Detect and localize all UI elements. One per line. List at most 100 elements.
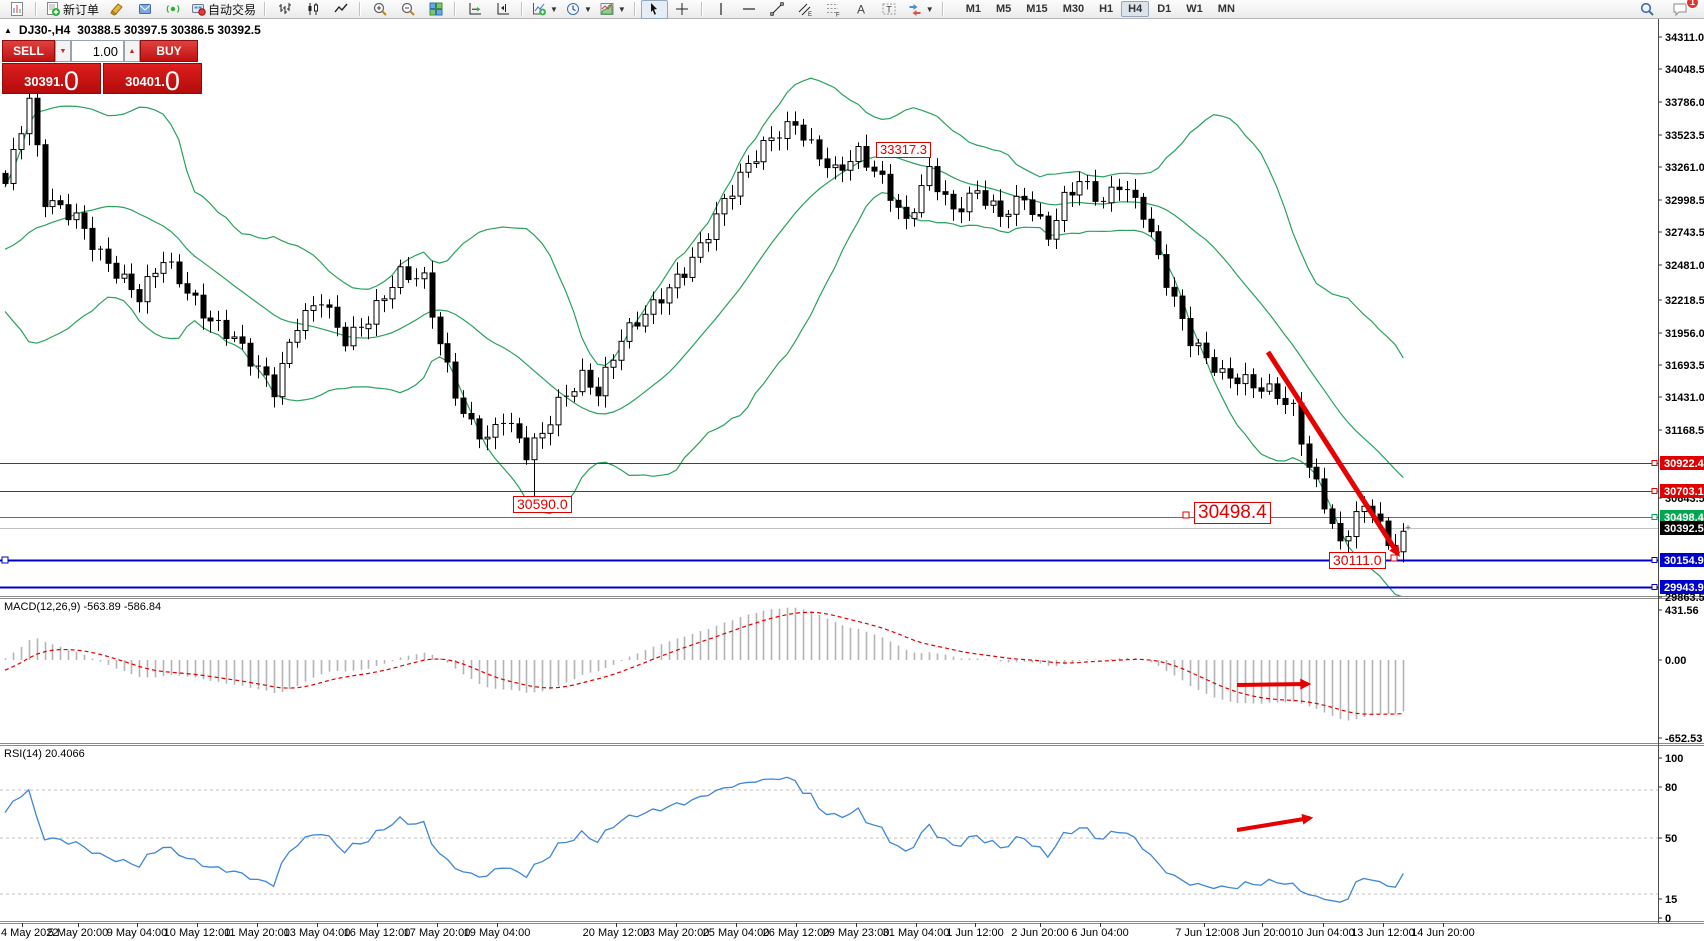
buy-price-dec: 0 xyxy=(164,65,180,96)
buy-price-panel[interactable]: 30401. 0 xyxy=(103,63,202,94)
buy-price-int: 30401 xyxy=(125,74,162,89)
price-axis[interactable]: 34311.0 34048.5 33786.0 33523.5 33261.0 32998… xyxy=(1651,32,1704,925)
trendline-button[interactable] xyxy=(764,0,791,19)
svg-text:34048.5: 34048.5 xyxy=(1665,64,1704,76)
timeframe-button-m30[interactable]: M30 xyxy=(1062,3,1085,15)
volume-input[interactable] xyxy=(71,40,124,62)
toolbar-separator xyxy=(633,2,636,16)
toolbar-separator xyxy=(521,2,524,16)
text-label-button[interactable]: T xyxy=(876,0,903,19)
chat-button[interactable]: 1 xyxy=(1666,0,1699,19)
quote-ohlc: 30388.5 30397.5 30386.5 30392.5 xyxy=(77,23,261,37)
sell-button[interactable]: SELL xyxy=(2,40,55,62)
equidistant-channel-button[interactable]: E xyxy=(792,0,819,19)
autotrading-button[interactable]: 自动交易 xyxy=(187,0,259,19)
object-handle[interactable] xyxy=(1182,511,1190,519)
fibonacci-icon: F xyxy=(827,4,840,18)
toolbar-separator xyxy=(359,2,362,16)
timeframe-button-d1[interactable]: D1 xyxy=(1157,3,1172,15)
price-annotation[interactable]: 30590.0 xyxy=(513,496,572,513)
chart-shift-icon xyxy=(497,3,509,15)
svg-text:80: 80 xyxy=(1665,782,1677,794)
volume-down-button[interactable]: ▼ xyxy=(55,40,71,62)
timeframe-button-mn[interactable]: MN xyxy=(1217,3,1235,15)
new-order-doc-icon xyxy=(47,2,60,16)
svg-text:F: F xyxy=(836,13,840,18)
toolbar-separator xyxy=(941,2,944,16)
svg-text:4 May 2022: 4 May 2022 xyxy=(1,927,58,939)
volume-up-button[interactable]: ▲ xyxy=(124,40,140,62)
mail-button[interactable] xyxy=(131,0,158,19)
svg-text:13 May 04:00: 13 May 04:00 xyxy=(284,927,351,939)
candlestick-chart-button[interactable] xyxy=(299,0,326,19)
template-chart-button[interactable]: ▼ xyxy=(596,0,629,19)
tile-windows-button[interactable] xyxy=(422,0,449,19)
profiles-clock-button[interactable]: ▼ xyxy=(562,0,595,19)
price-annotation[interactable]: 30498.4 xyxy=(1194,502,1271,524)
text-label-icon: T xyxy=(882,3,896,15)
symbol-collapse-icon[interactable]: ▲ xyxy=(4,25,12,35)
trend-arrow-objects[interactable] xyxy=(1236,350,1401,832)
timeframe-button-h4[interactable]: H4 xyxy=(1121,1,1150,17)
svg-text:33261.0: 33261.0 xyxy=(1665,162,1704,174)
sell-price-dot: . xyxy=(60,74,64,89)
broadcast-button[interactable] xyxy=(159,0,186,19)
sell-price-panel[interactable]: 30391. 0 xyxy=(2,63,101,94)
object-handle[interactable] xyxy=(1,556,9,564)
auto-scroll-button[interactable] xyxy=(461,0,488,19)
chevron-down-icon[interactable]: ▼ xyxy=(925,4,934,14)
svg-text:32218.5: 32218.5 xyxy=(1665,295,1704,307)
bar-chart-button[interactable] xyxy=(271,0,298,19)
toolbar-separator xyxy=(700,2,703,16)
toolbar-button-label: 自动交易 xyxy=(208,2,257,17)
text-a-button[interactable]: A xyxy=(848,0,875,19)
price-annotation[interactable]: 33317.3 xyxy=(876,142,931,158)
mail-icon xyxy=(138,4,151,14)
svg-text:10 Jun 04:00: 10 Jun 04:00 xyxy=(1291,927,1355,939)
svg-text:30392.5: 30392.5 xyxy=(1664,523,1704,535)
svg-text:9 May 04:00: 9 May 04:00 xyxy=(107,927,168,939)
fibonacci-button[interactable]: F xyxy=(820,0,847,19)
new-order-button[interactable]: 新订单 xyxy=(42,0,102,19)
svg-text:29943.9: 29943.9 xyxy=(1664,582,1704,594)
chevron-down-icon[interactable]: ▼ xyxy=(617,4,626,14)
crosshair-button[interactable] xyxy=(669,0,696,19)
svg-text:2 Jun 20:00: 2 Jun 20:00 xyxy=(1011,927,1069,939)
new-chart-button[interactable]: ▼ xyxy=(528,0,561,19)
eraser-button[interactable] xyxy=(103,0,130,19)
timeframe-button-w1[interactable]: W1 xyxy=(1186,3,1203,15)
trendline-icon xyxy=(770,2,784,16)
macd-histogram xyxy=(4,607,1405,721)
line-chart-button[interactable] xyxy=(327,0,354,19)
zoom-in-button[interactable] xyxy=(366,0,393,19)
vertical-line-button[interactable] xyxy=(708,0,735,19)
object-handle[interactable] xyxy=(1390,554,1398,562)
svg-text:26 May 12:00: 26 May 12:00 xyxy=(763,927,830,939)
timeframe-button-m15[interactable]: M15 xyxy=(1026,3,1048,15)
search-button[interactable] xyxy=(1633,0,1660,19)
zoom-out-icon xyxy=(401,2,415,16)
horizontal-line-button[interactable] xyxy=(736,0,763,19)
svg-text:0: 0 xyxy=(1665,913,1671,925)
timeframe-button-m5[interactable]: M5 xyxy=(996,3,1012,15)
timeframe-button-h1[interactable]: H1 xyxy=(1099,3,1114,15)
horizontal-line-icon xyxy=(743,8,756,10)
svg-text:23 May 20:00: 23 May 20:00 xyxy=(643,927,710,939)
price-annotation[interactable]: 30111.0 xyxy=(1329,552,1386,569)
quote-header[interactable]: ▲ DJ30-,H4 30388.5 30397.5 30386.5 30392… xyxy=(4,23,261,37)
svg-text:30703.1: 30703.1 xyxy=(1664,486,1704,498)
document-chart-button[interactable] xyxy=(3,0,30,19)
cursor-button[interactable] xyxy=(640,0,668,19)
chart-shift-button[interactable] xyxy=(489,0,516,19)
chevron-down-icon[interactable]: ▼ xyxy=(550,4,558,14)
timeframe-button-m1[interactable]: M1 xyxy=(965,3,981,15)
zoom-out-button[interactable] xyxy=(394,0,421,19)
buy-price-dot: . xyxy=(161,74,165,89)
chevron-down-icon[interactable]: ▼ xyxy=(583,4,592,14)
shapes-button[interactable]: ▼ xyxy=(904,0,937,19)
equidistant-channel-icon: E xyxy=(798,3,812,17)
candlestick-chart-icon xyxy=(308,3,318,15)
buy-button[interactable]: BUY xyxy=(140,40,198,62)
